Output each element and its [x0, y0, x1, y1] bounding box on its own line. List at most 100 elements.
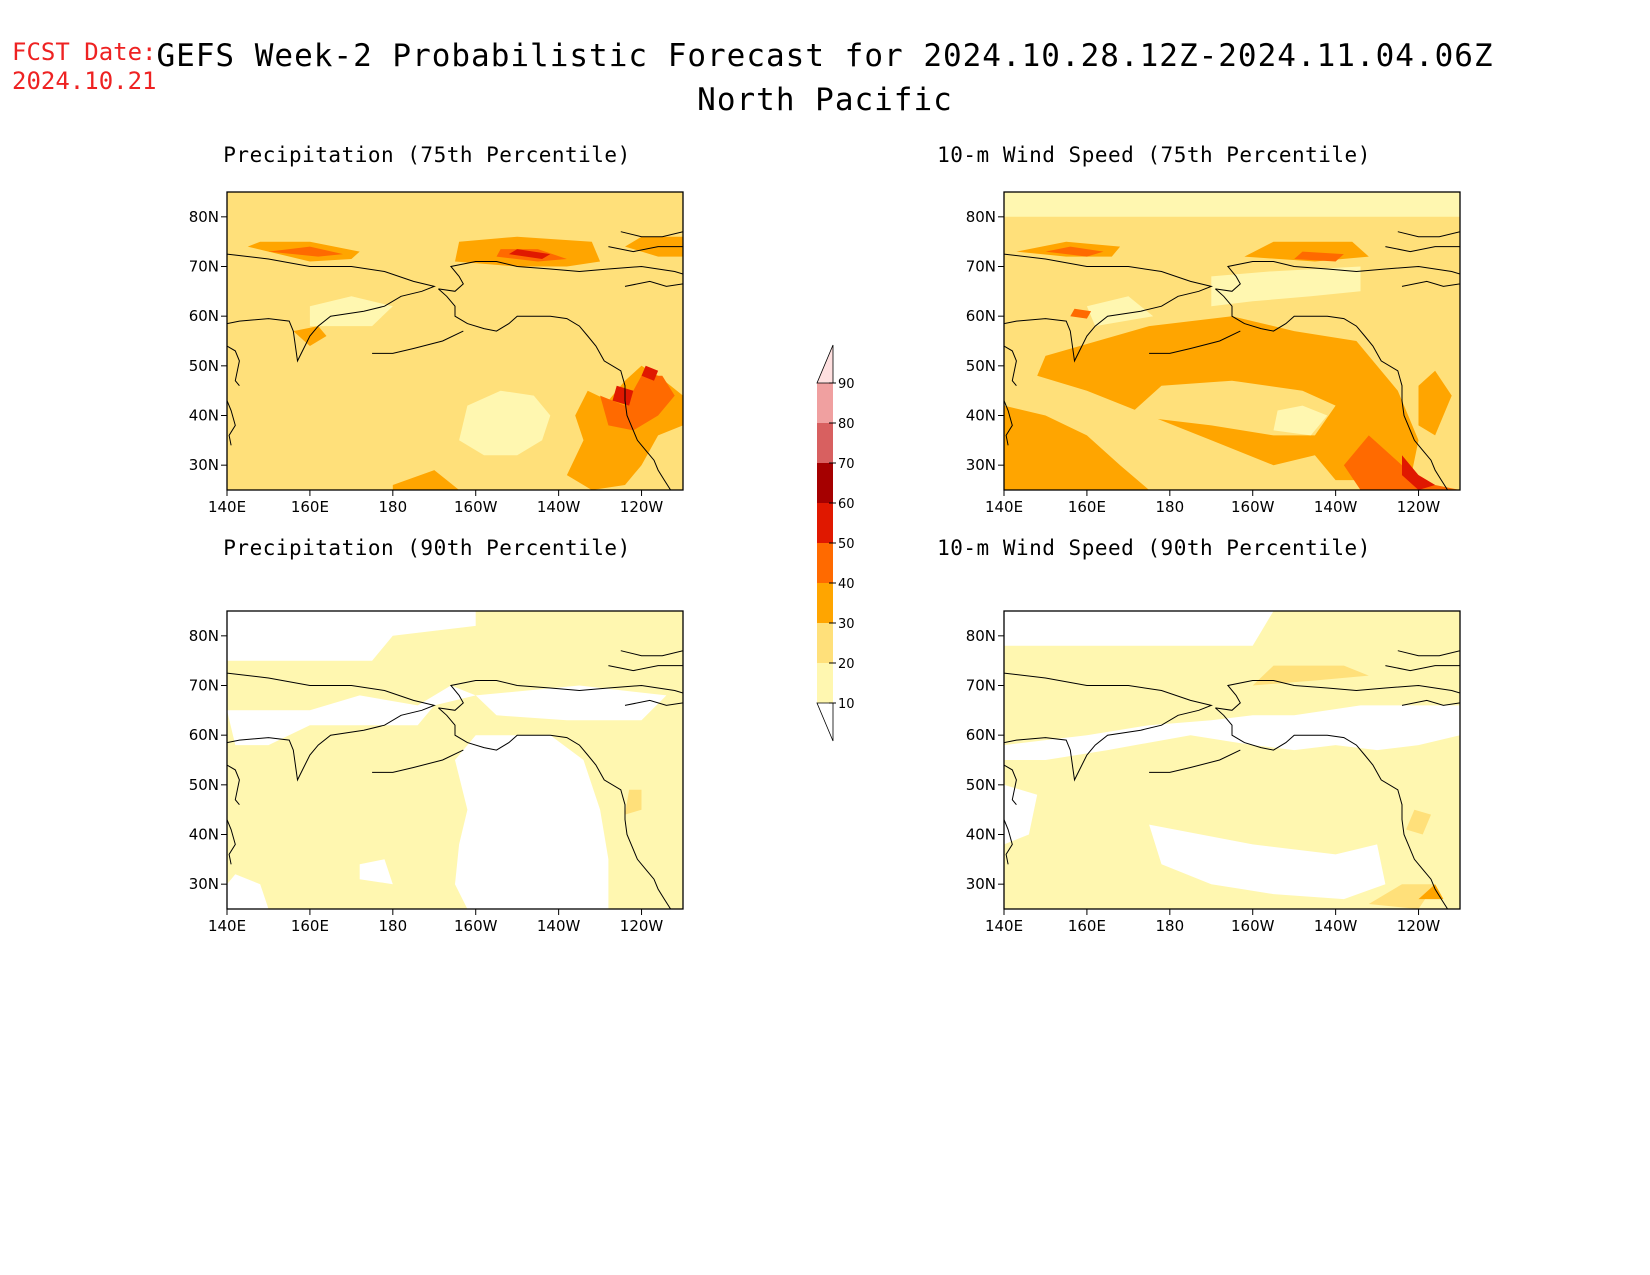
forecast-date: FCST Date: 2024.10.21 — [12, 38, 157, 96]
coastline — [1004, 672, 1213, 782]
map-frame — [226, 191, 684, 491]
coastline — [620, 650, 683, 657]
coastline — [620, 231, 683, 238]
coastline — [1401, 699, 1460, 706]
coastline — [1149, 749, 1241, 773]
colorbar-segment — [817, 383, 833, 423]
page-title-line2: North Pacific — [697, 82, 953, 118]
lon-label: 140E — [208, 498, 246, 516]
probability-region — [359, 859, 393, 885]
panel-title-precip-75: Precipitation (75th Percentile) — [223, 143, 631, 167]
coastline — [438, 261, 683, 292]
map-precip-75: 80N 70N 60N 50N 40N 30N 140E 160E 180 160W 140W 120… — [189, 191, 684, 516]
map-frame — [226, 610, 684, 910]
lon-label: 120W — [1397, 498, 1441, 516]
colorbar-label: 10 — [838, 697, 855, 712]
coastline — [608, 665, 683, 672]
probability-region — [508, 249, 551, 259]
lon-label: 160W — [1231, 917, 1275, 935]
coastline — [227, 345, 240, 387]
lat-label: 60N — [189, 726, 219, 744]
coastline — [227, 672, 436, 782]
colorbar-segment — [817, 623, 833, 663]
lat-label: 40N — [189, 826, 219, 844]
coastline — [227, 253, 436, 363]
coastline — [1215, 261, 1460, 292]
colorbar-label: 70 — [838, 457, 855, 472]
lat-label: 30N — [966, 875, 996, 893]
panel-title-precip-90: Precipitation (90th Percentile) — [223, 536, 631, 560]
coastline — [372, 749, 464, 773]
coastline — [1397, 650, 1460, 657]
map-frame — [1003, 610, 1461, 910]
lat-label: 60N — [189, 307, 219, 325]
probability-region — [1368, 884, 1436, 909]
lon-label: 160W — [454, 917, 498, 935]
coastline — [1004, 764, 1017, 806]
coastline — [227, 764, 240, 806]
lon-label: 180 — [1155, 498, 1184, 516]
probability-region — [1406, 809, 1431, 835]
colorbar-label: 20 — [838, 657, 855, 672]
probability-region — [227, 685, 476, 746]
map-precip-90: 80N 70N 60N 50N 40N 30N 140E 160E 180 160W 140W 120… — [189, 610, 684, 935]
coastline — [1215, 288, 1449, 490]
lon-label: 140W — [1314, 498, 1358, 516]
probability-region — [268, 246, 344, 257]
lon-label: 140W — [1314, 917, 1358, 935]
probability-region — [1343, 435, 1460, 490]
colorbar-segment — [817, 543, 833, 583]
lat-label: 80N — [966, 208, 996, 226]
lon-label: 140W — [537, 917, 581, 935]
probability-region — [309, 296, 393, 327]
colorbar-segment — [817, 503, 833, 543]
lon-label: 140E — [208, 917, 246, 935]
coastline — [1385, 246, 1460, 253]
coastline — [227, 819, 236, 865]
probability-region — [392, 470, 460, 490]
probability-region — [1294, 251, 1344, 262]
lon-label: 120W — [1397, 917, 1441, 935]
colorbar-label: 40 — [838, 577, 855, 592]
lat-label: 80N — [189, 208, 219, 226]
probability-region — [1418, 884, 1444, 900]
coastline — [608, 246, 683, 253]
colorbar-label: 80 — [838, 417, 855, 432]
probability-region — [227, 611, 476, 661]
coastline — [1385, 665, 1460, 672]
probability-region — [1004, 192, 1460, 217]
lat-label: 30N — [189, 456, 219, 474]
colorbar-label: 60 — [838, 497, 855, 512]
lat-label: 50N — [189, 776, 219, 794]
forecast-date-label: FCST Date: — [12, 38, 157, 66]
coastline — [372, 330, 464, 354]
probability-region — [625, 236, 683, 257]
lat-label: 50N — [966, 776, 996, 794]
lon-label: 160E — [291, 498, 329, 516]
lat-label: 70N — [966, 677, 996, 695]
probability-region — [1211, 266, 1361, 307]
lat-label: 50N — [966, 357, 996, 375]
coastline — [1215, 680, 1460, 711]
lat-label: 80N — [966, 627, 996, 645]
colorbar-segment — [817, 423, 833, 463]
lat-label: 70N — [189, 677, 219, 695]
lat-label: 30N — [966, 456, 996, 474]
probability-region — [1086, 296, 1154, 327]
probability-region — [227, 874, 269, 909]
probability-region — [625, 789, 642, 815]
coastline — [438, 288, 672, 490]
lat-label: 80N — [189, 627, 219, 645]
lat-label: 30N — [189, 875, 219, 893]
coastline — [624, 699, 683, 706]
lat-label: 50N — [189, 357, 219, 375]
lon-label: 140E — [985, 917, 1023, 935]
colorbar-top-arrow — [816, 344, 834, 384]
lon-label: 140E — [985, 498, 1023, 516]
colorbar-segment — [817, 463, 833, 503]
colorbar-segment — [817, 663, 833, 703]
probability-region — [1402, 455, 1436, 490]
lat-label: 70N — [966, 258, 996, 276]
coastline — [1004, 345, 1017, 387]
coastline — [438, 707, 672, 909]
